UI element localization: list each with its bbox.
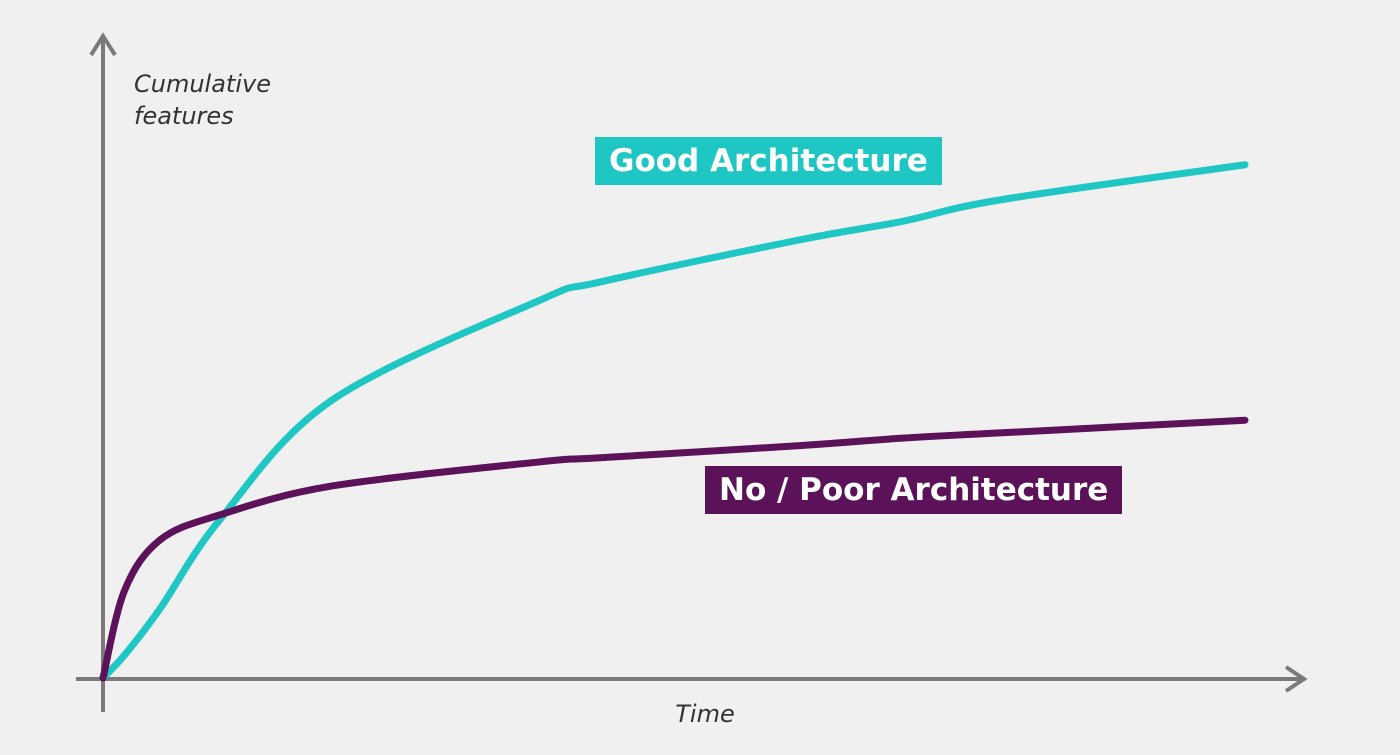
y-axis-label: Cumulative features <box>134 70 271 130</box>
series-line <box>99 161 1249 682</box>
x-axis-label: Time <box>675 700 735 728</box>
series-label: No / Poor Architecture <box>705 466 1123 514</box>
y-axis-arrow <box>89 32 117 57</box>
x-axis-arrow <box>1284 665 1308 693</box>
series-line <box>99 416 1249 682</box>
series-label: Good Architecture <box>595 137 942 185</box>
